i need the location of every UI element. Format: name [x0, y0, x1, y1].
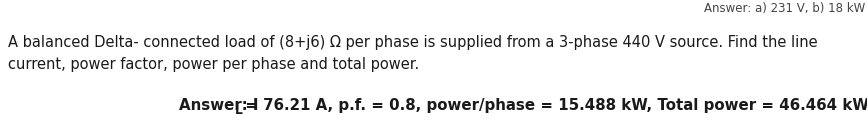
Text: Answer: a) 231 V, b) 18 kW: Answer: a) 231 V, b) 18 kW [704, 2, 865, 15]
Text: A balanced Delta- connected load of (8+j6) Ω per phase is supplied from a 3-phas: A balanced Delta- connected load of (8+j… [8, 35, 818, 50]
Text: Answer: I: Answer: I [179, 98, 258, 113]
Text: current, power factor, power per phase and total power.: current, power factor, power per phase a… [8, 57, 420, 72]
Text: = 76.21 A, p.f. = 0.8, power/phase = 15.488 kW, Total power = 46.464 kW: = 76.21 A, p.f. = 0.8, power/phase = 15.… [240, 98, 867, 113]
Text: L: L [235, 104, 243, 117]
